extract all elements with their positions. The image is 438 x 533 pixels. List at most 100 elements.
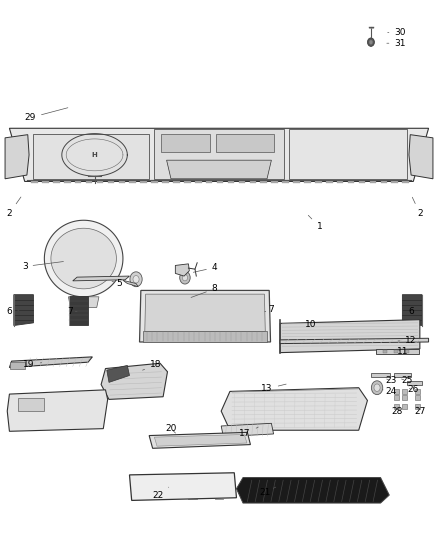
Text: 31: 31 bbox=[387, 39, 406, 48]
Circle shape bbox=[369, 40, 373, 44]
Text: 28: 28 bbox=[392, 407, 403, 416]
Polygon shape bbox=[403, 295, 422, 326]
Polygon shape bbox=[51, 228, 117, 289]
Polygon shape bbox=[143, 332, 268, 342]
Polygon shape bbox=[415, 389, 420, 394]
Polygon shape bbox=[402, 403, 407, 409]
Polygon shape bbox=[371, 373, 390, 376]
Polygon shape bbox=[415, 395, 420, 400]
Bar bbox=[64, 180, 71, 183]
Polygon shape bbox=[140, 290, 271, 342]
Polygon shape bbox=[247, 296, 266, 325]
Text: 22: 22 bbox=[152, 487, 169, 499]
Bar bbox=[184, 180, 191, 183]
Text: 4: 4 bbox=[193, 263, 217, 272]
Bar bbox=[359, 168, 364, 173]
Bar bbox=[206, 180, 212, 183]
Polygon shape bbox=[415, 403, 420, 409]
Text: 2: 2 bbox=[412, 197, 423, 218]
Bar bbox=[372, 152, 377, 158]
Bar bbox=[319, 168, 325, 173]
Circle shape bbox=[130, 272, 142, 287]
Polygon shape bbox=[69, 296, 88, 325]
Bar bbox=[272, 180, 278, 183]
Text: 30: 30 bbox=[388, 28, 406, 37]
Bar bbox=[162, 180, 169, 183]
Polygon shape bbox=[101, 364, 167, 399]
Bar bbox=[370, 180, 376, 183]
Bar bbox=[359, 152, 364, 158]
Text: 6: 6 bbox=[403, 307, 414, 316]
Polygon shape bbox=[68, 297, 99, 308]
Bar bbox=[195, 180, 201, 183]
Polygon shape bbox=[402, 389, 407, 394]
Circle shape bbox=[371, 381, 383, 394]
Bar bbox=[346, 160, 351, 165]
Bar bbox=[250, 180, 256, 183]
Bar bbox=[319, 160, 325, 165]
Bar bbox=[217, 180, 223, 183]
Text: 3: 3 bbox=[22, 262, 64, 271]
Polygon shape bbox=[11, 362, 25, 368]
Bar bbox=[228, 180, 234, 183]
Bar bbox=[348, 180, 354, 183]
Text: 27: 27 bbox=[414, 407, 426, 416]
Bar bbox=[53, 180, 60, 183]
Polygon shape bbox=[10, 357, 92, 368]
Polygon shape bbox=[394, 389, 399, 394]
Polygon shape bbox=[166, 160, 272, 179]
Polygon shape bbox=[376, 349, 419, 354]
Bar bbox=[42, 180, 49, 183]
Circle shape bbox=[367, 38, 374, 46]
Text: 10: 10 bbox=[305, 320, 316, 329]
Bar bbox=[261, 180, 267, 183]
Polygon shape bbox=[149, 432, 251, 448]
Circle shape bbox=[374, 384, 380, 391]
Polygon shape bbox=[33, 134, 149, 179]
Text: 24: 24 bbox=[383, 387, 397, 396]
Polygon shape bbox=[5, 135, 29, 179]
Polygon shape bbox=[394, 350, 398, 353]
Bar bbox=[392, 180, 398, 183]
Polygon shape bbox=[161, 134, 210, 152]
Bar bbox=[283, 180, 289, 183]
Polygon shape bbox=[237, 478, 389, 503]
Polygon shape bbox=[10, 128, 428, 181]
Text: 25: 25 bbox=[401, 376, 413, 385]
Polygon shape bbox=[215, 134, 274, 152]
Polygon shape bbox=[394, 373, 411, 376]
Text: 19: 19 bbox=[23, 360, 42, 369]
Text: 7: 7 bbox=[265, 304, 274, 313]
Polygon shape bbox=[175, 264, 189, 276]
Circle shape bbox=[182, 274, 187, 281]
Bar bbox=[141, 180, 147, 183]
Bar bbox=[359, 160, 364, 165]
Circle shape bbox=[22, 417, 27, 424]
Bar bbox=[346, 152, 351, 158]
Text: 11: 11 bbox=[397, 347, 408, 356]
Text: 1: 1 bbox=[308, 215, 322, 231]
Polygon shape bbox=[123, 280, 138, 287]
Bar bbox=[239, 180, 245, 183]
Polygon shape bbox=[280, 338, 428, 344]
Text: 21: 21 bbox=[259, 487, 276, 497]
Bar bbox=[332, 160, 338, 165]
Polygon shape bbox=[130, 473, 237, 500]
Text: 13: 13 bbox=[261, 384, 286, 393]
Bar bbox=[97, 180, 103, 183]
Polygon shape bbox=[402, 395, 407, 400]
Bar bbox=[346, 168, 351, 173]
Polygon shape bbox=[407, 381, 422, 384]
Text: 17: 17 bbox=[240, 427, 258, 439]
Bar bbox=[315, 180, 321, 183]
Polygon shape bbox=[383, 350, 387, 353]
Circle shape bbox=[19, 414, 30, 427]
Bar bbox=[326, 180, 332, 183]
Polygon shape bbox=[154, 434, 247, 446]
Bar bbox=[319, 152, 325, 158]
Polygon shape bbox=[107, 366, 130, 382]
Polygon shape bbox=[280, 320, 420, 353]
Text: 2: 2 bbox=[7, 197, 21, 218]
Polygon shape bbox=[221, 387, 367, 430]
Polygon shape bbox=[394, 403, 399, 409]
